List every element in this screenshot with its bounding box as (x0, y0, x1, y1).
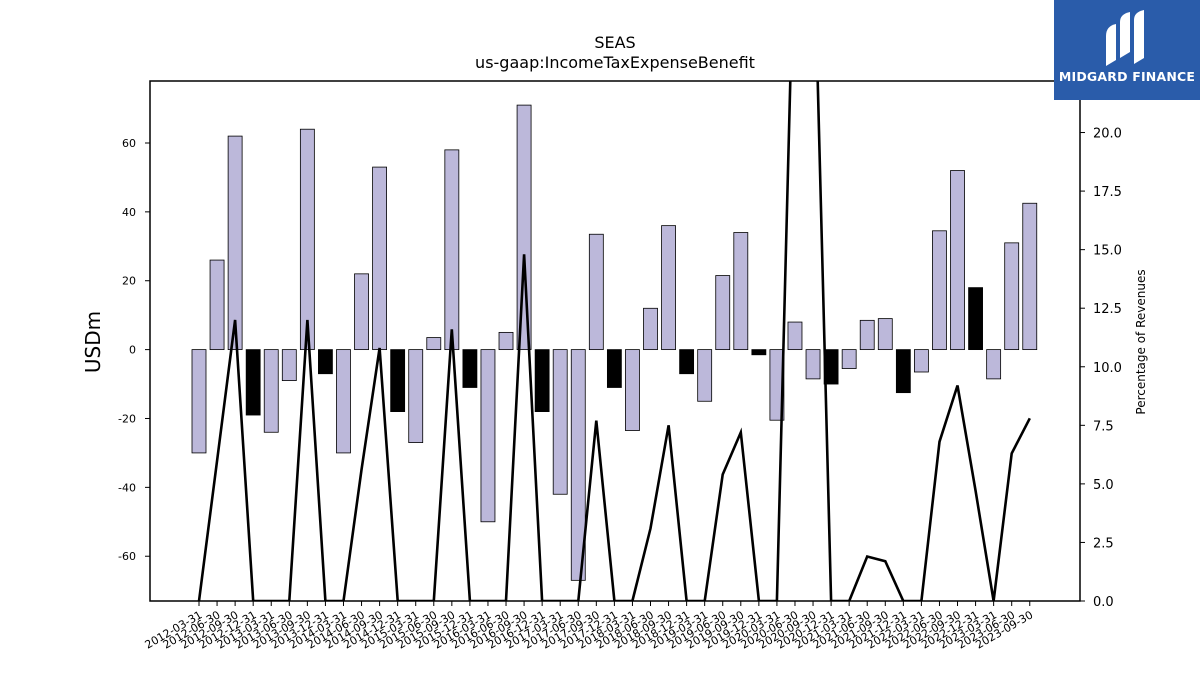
chart-title: SEAS (594, 33, 635, 52)
bar (679, 349, 695, 375)
y2-tick-label: 15.0 (1093, 244, 1122, 259)
bar (408, 349, 424, 443)
bar (1022, 202, 1038, 351)
y2-tick-label: 2.5 (1093, 536, 1114, 551)
y2-tick-label: 10.0 (1093, 361, 1122, 376)
bar (299, 128, 315, 351)
bar (1004, 242, 1020, 351)
bar (733, 232, 749, 351)
y2-tick-label: 7.5 (1093, 419, 1114, 434)
y2-tick-label: 0.0 (1093, 595, 1114, 610)
bar (841, 349, 857, 369)
y-tick-label: 60 (122, 137, 136, 150)
bar (805, 349, 821, 380)
bar (336, 349, 351, 454)
bar (245, 349, 261, 416)
left-ticks: -60 -40 -20 0 20 40 60 (118, 137, 150, 563)
bars (191, 104, 1038, 581)
bar (932, 230, 947, 351)
bar (986, 349, 1002, 380)
x-ticks: 2012-03-312012-06-302012-09-302012-12-31… (143, 601, 1035, 652)
chart-subtitle: us-gaap:IncomeTaxExpenseBenefit (475, 53, 755, 72)
y-tick-label: -20 (118, 412, 136, 425)
bar (643, 307, 658, 351)
y-tick-label: 40 (122, 206, 136, 219)
bar (914, 349, 929, 373)
bar (209, 259, 225, 351)
bar (480, 349, 496, 523)
y2-tick-label: 17.5 (1093, 185, 1122, 200)
bar (318, 349, 333, 375)
y-tick-label: 0 (129, 344, 136, 357)
right-ticks: 0.0 2.5 5.0 7.5 10.0 12.5 15.0 17.5 20.0 (1080, 127, 1122, 610)
bar (787, 321, 803, 351)
y-axis-label-right: Percentage of Revenues (1134, 269, 1148, 414)
axes (149, 80, 1081, 602)
bar (588, 233, 604, 351)
bar (625, 349, 640, 431)
bar (606, 349, 622, 388)
bar (859, 319, 875, 351)
bar (769, 349, 785, 421)
bar (950, 170, 965, 351)
bar (498, 331, 514, 351)
bar (227, 135, 243, 351)
bar (281, 349, 297, 382)
bar (462, 349, 478, 388)
y2-tick-label: 12.5 (1093, 302, 1122, 317)
y-tick-label: 20 (122, 275, 136, 288)
bar (516, 104, 532, 351)
bar (354, 273, 369, 351)
bar (444, 149, 460, 351)
bar (191, 349, 207, 454)
bar (534, 349, 550, 412)
bar (877, 318, 893, 351)
bar (968, 287, 983, 351)
y-tick-label: -40 (118, 481, 136, 494)
y-axis-label: USDm (81, 311, 105, 373)
pct-line-group (197, 81, 1031, 601)
bar (715, 275, 731, 351)
plot-frame (149, 80, 1081, 602)
bar (263, 349, 279, 433)
bar (570, 349, 586, 581)
bar (426, 337, 442, 351)
logo-text: MIDGARD FINANCE (1058, 69, 1196, 84)
y2-tick-label: 5.0 (1093, 478, 1114, 493)
bar (895, 349, 911, 394)
logo-mark-icon (1106, 10, 1144, 66)
bar (372, 166, 388, 351)
midgard-finance-logo: MIDGARD FINANCE (1054, 0, 1200, 100)
bar (552, 349, 568, 495)
y2-tick-label: 20.0 (1093, 127, 1122, 142)
bar (751, 349, 767, 356)
bar (390, 349, 406, 412)
bar (697, 349, 713, 402)
bar (661, 225, 676, 351)
y-tick-label: -60 (118, 550, 136, 563)
pct-line (197, 81, 1031, 601)
